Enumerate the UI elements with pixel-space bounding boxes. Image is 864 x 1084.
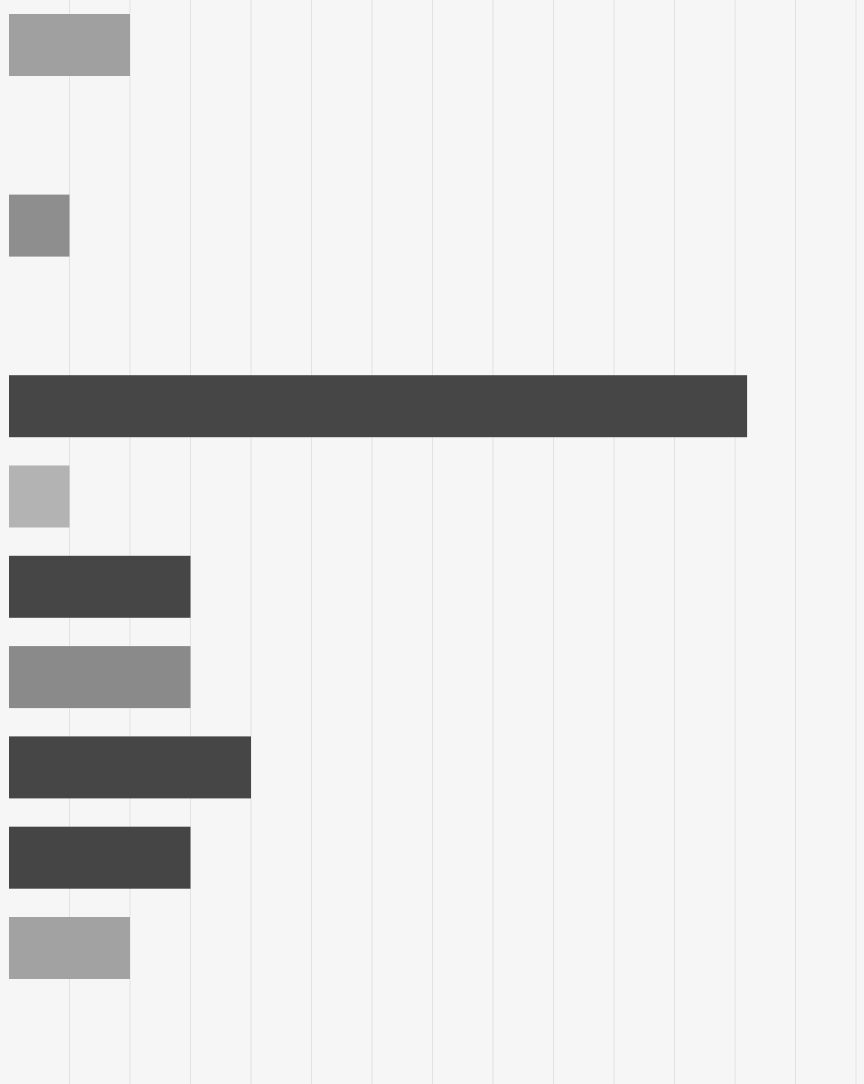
bar-9 (9, 917, 130, 979)
bar-4 (9, 465, 70, 528)
bar-2 (9, 194, 70, 257)
bar-6 (9, 646, 191, 709)
bar-5 (9, 555, 191, 618)
bars (9, 14, 748, 979)
bar-3 (9, 375, 748, 438)
gridlines (69, 0, 857, 1084)
bar-7 (9, 736, 251, 799)
bar-1 (9, 14, 130, 76)
bar-8 (9, 826, 191, 889)
